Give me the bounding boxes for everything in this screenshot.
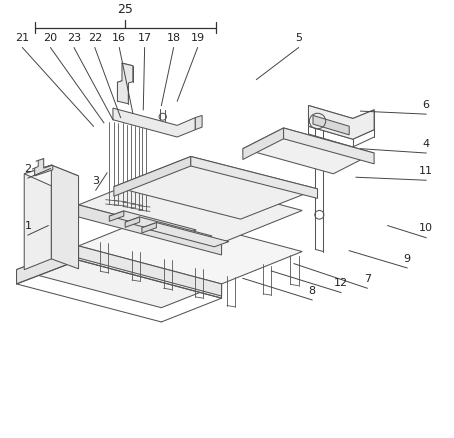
Polygon shape — [118, 63, 133, 104]
Text: 1: 1 — [25, 221, 31, 231]
Text: 7: 7 — [364, 274, 371, 284]
Text: 2: 2 — [24, 164, 31, 174]
Text: 17: 17 — [138, 33, 152, 43]
Text: 23: 23 — [67, 33, 81, 43]
Polygon shape — [16, 246, 222, 307]
Polygon shape — [125, 217, 212, 241]
Polygon shape — [142, 223, 156, 233]
Polygon shape — [24, 165, 51, 270]
Text: 8: 8 — [309, 286, 316, 296]
Polygon shape — [79, 173, 302, 243]
Polygon shape — [16, 246, 79, 284]
Polygon shape — [114, 156, 317, 219]
Text: 6: 6 — [423, 100, 429, 110]
Polygon shape — [79, 246, 222, 298]
Text: 16: 16 — [112, 33, 126, 43]
Text: 18: 18 — [167, 33, 181, 43]
Polygon shape — [308, 106, 374, 139]
Polygon shape — [142, 223, 229, 247]
Text: 25: 25 — [117, 3, 133, 16]
Polygon shape — [109, 211, 124, 221]
Polygon shape — [79, 246, 222, 296]
Text: 20: 20 — [44, 33, 58, 43]
Polygon shape — [243, 128, 284, 159]
Text: 3: 3 — [92, 176, 99, 186]
Polygon shape — [109, 211, 196, 235]
Polygon shape — [125, 217, 140, 227]
Text: 19: 19 — [191, 33, 205, 43]
Text: 11: 11 — [419, 166, 433, 176]
Polygon shape — [191, 156, 317, 198]
Polygon shape — [79, 205, 222, 255]
Polygon shape — [243, 128, 374, 174]
Polygon shape — [313, 116, 349, 135]
Text: 12: 12 — [334, 278, 348, 288]
Polygon shape — [284, 128, 374, 164]
Text: 5: 5 — [295, 33, 302, 43]
Polygon shape — [114, 156, 191, 196]
Polygon shape — [79, 213, 302, 284]
Polygon shape — [51, 165, 79, 269]
Polygon shape — [195, 116, 202, 130]
Text: 9: 9 — [404, 254, 411, 264]
Polygon shape — [113, 108, 195, 137]
Polygon shape — [24, 165, 79, 186]
Text: 10: 10 — [419, 223, 433, 233]
Text: 22: 22 — [88, 33, 102, 43]
Text: 4: 4 — [423, 139, 430, 149]
Text: 21: 21 — [15, 33, 30, 43]
Polygon shape — [35, 159, 53, 176]
